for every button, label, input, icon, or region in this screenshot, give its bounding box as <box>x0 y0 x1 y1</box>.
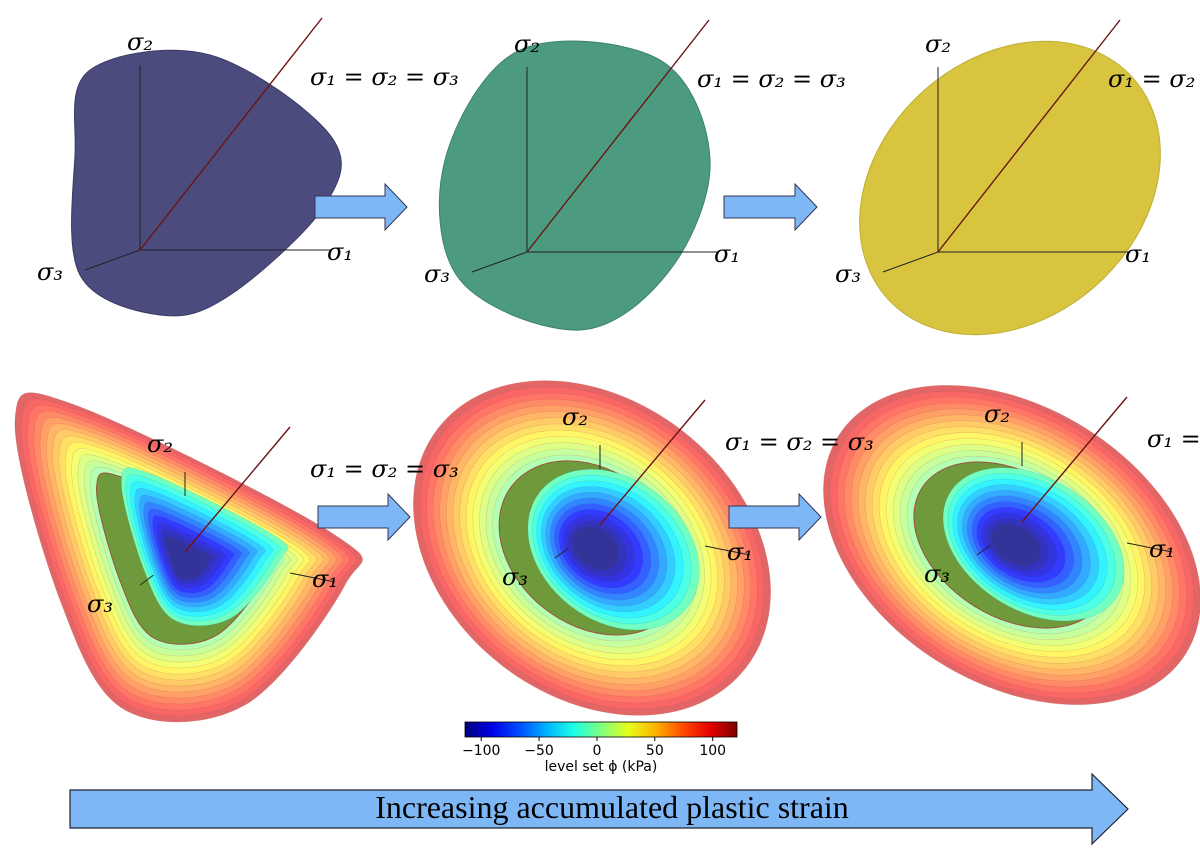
big-arrow <box>69 772 1129 846</box>
contour-band <box>165 536 212 580</box>
axis-line <box>84 249 141 271</box>
axis-label: σ₃ <box>87 590 113 618</box>
stress-axes: σ₂ σ₁ σ₃ σ₁ = σ₂ = σ₃ <box>835 19 1200 288</box>
axis-line <box>704 545 751 556</box>
hydrostatic-axis <box>1021 396 1128 523</box>
equation: σ₁ = σ₂ = σ₃ <box>1147 425 1200 453</box>
axis-label: σ₂ <box>147 430 173 458</box>
axis-label: σ₂ <box>562 403 588 431</box>
hydrostatic-axis <box>599 399 706 526</box>
axis-label: σ₂ <box>925 30 951 58</box>
colorbar-tick-label: 100 <box>699 743 726 759</box>
equation: σ₁ = σ₂ = σ₃ <box>310 63 459 91</box>
equation: σ₁ = σ₂ = σ₃ <box>697 65 846 93</box>
level-set-contours <box>413 380 771 716</box>
stress-axes: σ₂ σ₁ σ₃ σ₁ = σ₂ = σ₃ <box>502 399 874 591</box>
hydrostatic-axis <box>526 19 710 253</box>
level-set-contours <box>14 392 363 723</box>
axis-line <box>289 572 336 583</box>
axis-label: σ₃ <box>502 563 528 591</box>
colorbar-scale <box>464 721 738 738</box>
axis-label: σ₂ <box>514 30 540 58</box>
axis-line <box>976 544 991 556</box>
equation: σ₁ = σ₂ = σ₃ <box>1108 65 1200 93</box>
yield-surface <box>438 40 711 331</box>
axis-label: σ₂ <box>127 28 153 56</box>
equation: σ₁ = σ₂ = σ₃ <box>310 455 459 483</box>
axis-label: σ₃ <box>835 260 861 288</box>
hydrostatic-axis <box>937 19 1121 253</box>
axis-label: σ₃ <box>37 258 63 286</box>
colorbar-label: level set ϕ (kPa) <box>545 759 658 775</box>
arrows: Increasing accumulated plastic strain <box>69 182 1129 846</box>
axis-line <box>882 251 939 273</box>
stress-axes: σ₂ σ₁ σ₃ σ₁ = σ₂ = σ₃ <box>87 426 459 618</box>
equation: σ₁ = σ₂ = σ₃ <box>725 428 874 456</box>
axis-label: σ₁ <box>1125 240 1151 268</box>
colorbar-tick-label: 50 <box>646 743 664 759</box>
colorbar: −100 −50 0 50 100 level set ϕ (kPa) <box>462 721 738 775</box>
axis-line <box>1126 542 1173 553</box>
axis-label: σ₃ <box>424 260 450 288</box>
stress-axes: σ₂ σ₁ σ₃ σ₁ = σ₂ = σ₃ <box>424 19 846 288</box>
contour-band <box>572 526 620 571</box>
hydrostatic-axis <box>184 426 291 553</box>
arrow <box>314 182 408 232</box>
arrow <box>723 182 818 232</box>
caption: Increasing accumulated plastic strain <box>375 789 849 825</box>
level-set-contours <box>823 385 1200 705</box>
axis-label: σ₃ <box>924 560 950 588</box>
hydrostatic-axis <box>139 17 323 251</box>
contour-band <box>990 523 1041 566</box>
axis-label: σ₁ <box>727 538 753 566</box>
yield-surface <box>71 49 342 317</box>
arrow <box>728 492 822 542</box>
arrow <box>317 492 411 542</box>
axis-label: σ₁ <box>312 565 338 593</box>
axis-label: σ₁ <box>714 240 740 268</box>
axis-label: σ₁ <box>1149 535 1175 563</box>
axis-label: σ₂ <box>984 400 1010 428</box>
axis-label: σ₁ <box>327 238 353 266</box>
axis-line <box>554 547 569 559</box>
colorbar-tick-label: 0 <box>592 743 601 759</box>
axis-line <box>139 574 154 586</box>
stress-axes: σ₂ σ₁ σ₃ σ₁ = σ₂ = σ₃ <box>924 396 1200 588</box>
stress-axes: σ₂ σ₁ σ₃ σ₁ = σ₂ = σ₃ <box>37 17 459 286</box>
colorbar-tick-label: −50 <box>524 743 554 759</box>
surfaces <box>14 40 1200 723</box>
colorbar-tick-label: −100 <box>462 743 500 759</box>
yield-surface <box>859 40 1161 336</box>
axis-line <box>471 251 528 273</box>
